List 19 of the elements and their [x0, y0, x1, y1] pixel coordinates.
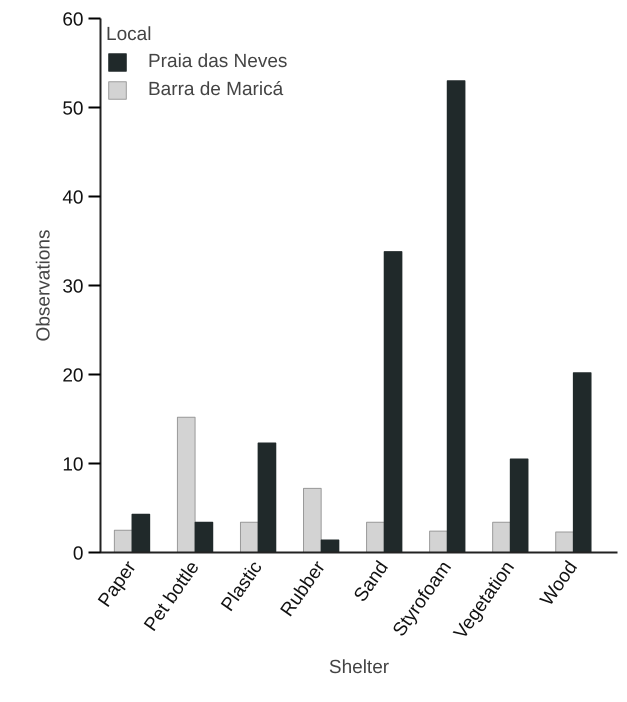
x-axis-title: Shelter [328, 657, 390, 678]
y-tick-label: 50 [62, 98, 84, 120]
legend-label: Barra de Maricá [148, 79, 284, 101]
bar [492, 522, 511, 552]
bar [429, 530, 448, 552]
y-axis-title: Observations [33, 230, 54, 342]
legend-label: Praia das Neves [148, 51, 288, 73]
y-tick-label: 60 [62, 10, 84, 30]
bar [555, 532, 574, 552]
y-tick-label: 20 [62, 366, 84, 386]
bar [176, 416, 196, 552]
legend-title: Local [106, 24, 152, 46]
bar [303, 488, 322, 552]
y-tick-label: 0 [72, 544, 84, 564]
bar [240, 522, 259, 552]
y-tick-label: 10 [62, 454, 84, 476]
y-tick-label: 40 [62, 188, 84, 208]
y-tick-label: 30 [62, 276, 84, 298]
bar [366, 522, 385, 552]
